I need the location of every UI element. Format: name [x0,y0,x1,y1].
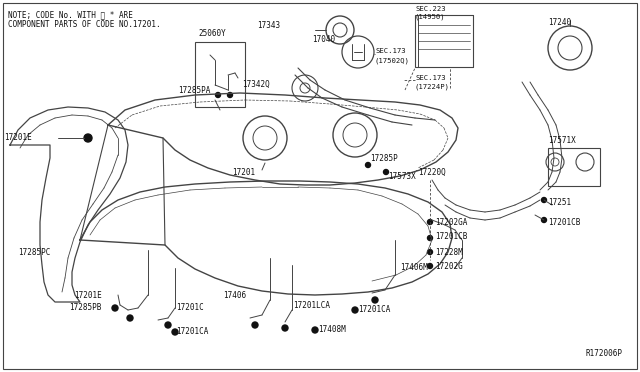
Circle shape [428,263,433,269]
Text: 17408M: 17408M [318,326,346,334]
Text: 17343: 17343 [257,22,280,31]
Circle shape [112,305,118,311]
Bar [548,148,600,186]
Text: 17342Q: 17342Q [243,80,270,89]
Circle shape [383,170,388,174]
Text: 17285PC: 17285PC [18,248,51,257]
Text: 17406: 17406 [223,291,246,299]
Text: 17406M: 17406M [400,263,428,273]
Circle shape [428,235,433,241]
Text: R172006P: R172006P [585,349,622,358]
Text: 17571X: 17571X [548,136,576,145]
Text: SEC.173: SEC.173 [375,48,406,54]
Text: 17201LCA: 17201LCA [293,301,330,310]
Text: 25060Y: 25060Y [198,29,226,38]
Text: 17201: 17201 [232,168,255,177]
Circle shape [84,134,92,142]
Text: 17201C: 17201C [176,304,204,312]
Text: 17201E: 17201E [74,291,102,299]
Circle shape [312,327,318,333]
Circle shape [352,307,358,313]
Circle shape [372,297,378,303]
Circle shape [165,322,171,328]
Circle shape [252,322,258,328]
Text: 17202GA: 17202GA [435,218,467,227]
Text: 17201CB: 17201CB [435,232,467,241]
Circle shape [127,315,133,321]
Text: 17201CA: 17201CA [358,305,390,314]
Circle shape [428,250,433,254]
Text: 17201CB: 17201CB [548,218,580,227]
Circle shape [282,325,288,331]
Text: 17040: 17040 [312,35,335,45]
Text: 17285P: 17285P [370,154,397,163]
Text: 17240: 17240 [548,18,572,27]
Text: 17201E: 17201E [4,134,32,142]
Text: NOTE; CODE No. WITH ① * ARE
COMPONENT PARTS OF CODE NO.17201.: NOTE; CODE No. WITH ① * ARE COMPONENT PA… [8,10,161,29]
Text: 17573X: 17573X [388,172,416,181]
Text: (17224P): (17224P) [415,83,450,90]
Text: 17220Q: 17220Q [418,168,445,177]
Circle shape [216,93,221,97]
Text: SEC.173: SEC.173 [415,75,445,81]
Circle shape [365,163,371,167]
Circle shape [172,329,178,335]
Text: 17285PB: 17285PB [70,304,102,312]
Text: (17502Q): (17502Q) [375,57,410,64]
Circle shape [428,219,433,224]
Text: 17285PA: 17285PA [178,86,211,95]
Bar [415,15,473,67]
Bar [195,42,245,107]
Text: 17202G: 17202G [435,262,463,271]
Text: 17228M: 17228M [435,248,463,257]
Text: 17201CA: 17201CA [176,327,209,337]
Text: (14950): (14950) [415,13,445,20]
Text: 17251: 17251 [548,198,571,207]
Circle shape [541,198,547,202]
Text: SEC.223: SEC.223 [415,6,445,12]
Circle shape [541,218,547,222]
Circle shape [227,93,232,97]
